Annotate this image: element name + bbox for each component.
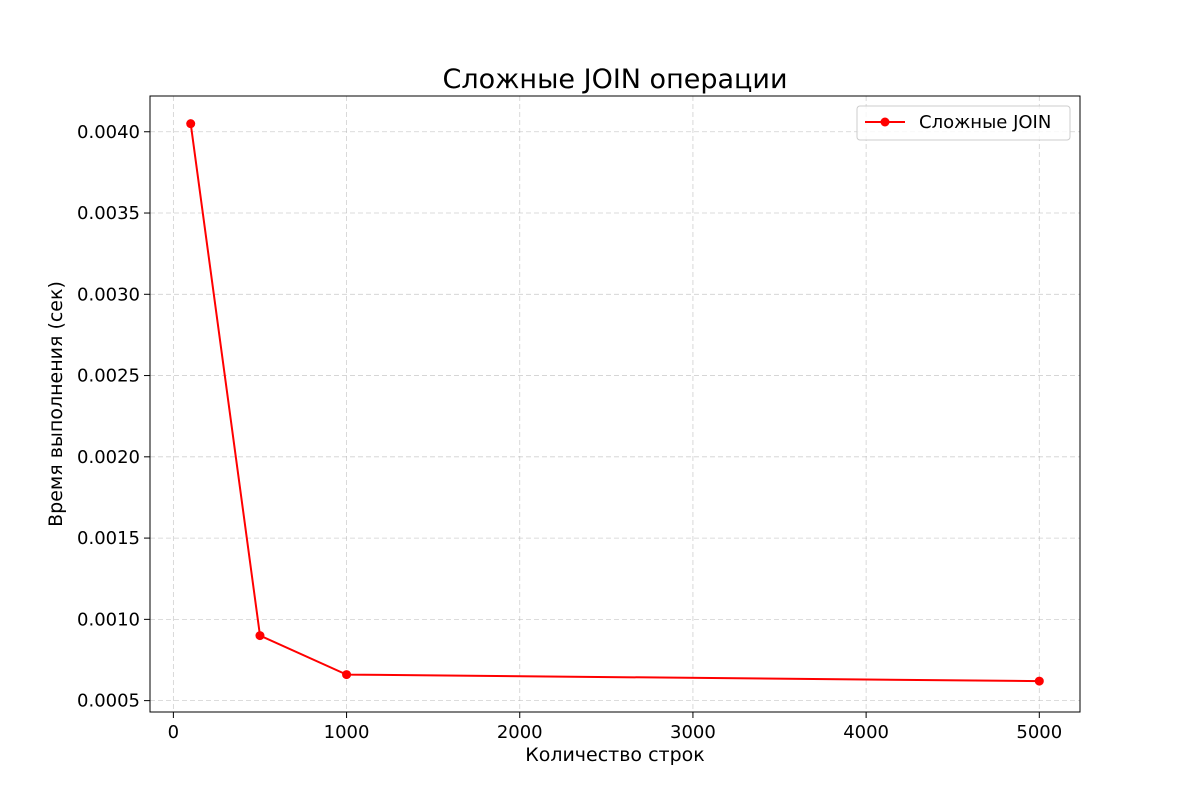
- y-axis-label: Время выполнения (сек): [45, 281, 67, 527]
- legend-label: Сложные JOIN: [919, 112, 1051, 133]
- grid-lines: [150, 96, 1080, 712]
- y-tick-label: 0.0020: [77, 447, 140, 468]
- x-axis-ticks: 0 1000 2000 3000 4000 5000: [168, 712, 1062, 743]
- y-axis-ticks: 0.0005 0.0010 0.0015 0.0020 0.0025 0.0030 0.00…: [77, 122, 150, 712]
- legend: Сложные JOIN: [856, 105, 1071, 141]
- x-tick-label: 4000: [843, 722, 889, 743]
- x-tick-label: 0: [168, 722, 179, 743]
- series-line: [189, 123, 1040, 683]
- y-tick-label: 0.0025: [77, 366, 140, 387]
- y-tick-label: 0.0010: [77, 609, 140, 630]
- x-axis-label: Количество строк: [525, 744, 705, 766]
- legend-marker-swatch: [880, 117, 890, 127]
- y-tick-label: 0.0035: [77, 203, 140, 224]
- y-tick-label: 0.0030: [77, 284, 140, 305]
- plot-area-frame: [149, 95, 1081, 713]
- y-tick-label: 0.0040: [77, 122, 140, 143]
- data-point: [1034, 676, 1044, 686]
- series-layer: [186, 119, 1044, 686]
- chart-title: Сложные JOIN операции: [442, 64, 787, 95]
- legend-box: [856, 105, 1071, 141]
- x-tick-label: 5000: [1016, 722, 1062, 743]
- y-tick-label: 0.0005: [77, 691, 140, 712]
- data-point: [186, 119, 196, 129]
- x-tick-label: 2000: [497, 722, 543, 743]
- x-tick-label: 3000: [670, 722, 716, 743]
- y-tick-label: 0.0015: [77, 528, 140, 549]
- data-point: [342, 670, 352, 680]
- data-point: [255, 631, 265, 641]
- x-tick-label: 1000: [324, 722, 370, 743]
